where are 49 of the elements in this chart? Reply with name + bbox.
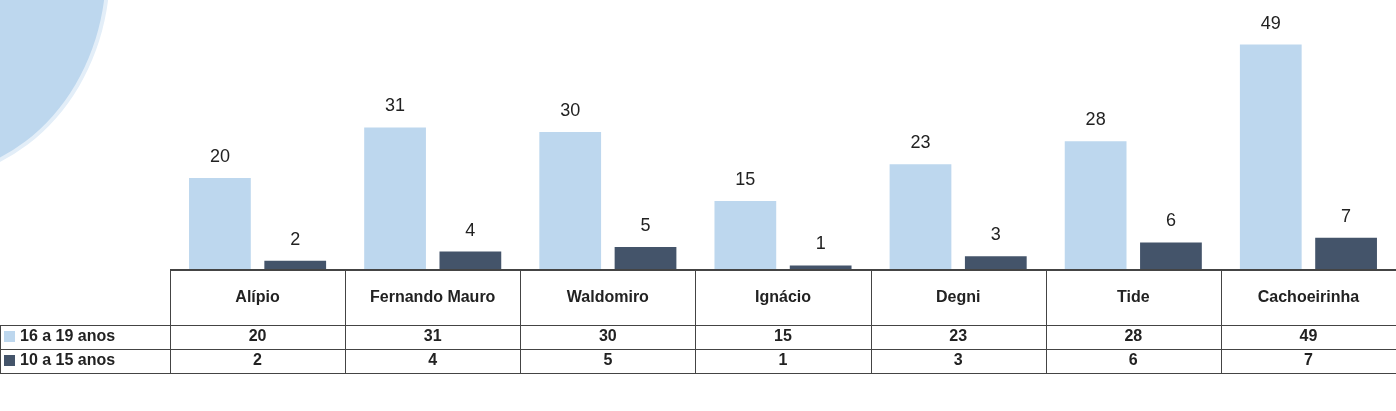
x-tick-label: Waldomiro [566,287,650,305]
text: 2 [253,351,263,369]
bar [964,256,1027,270]
x-tick-label: Tide [1116,287,1150,305]
bar [1239,44,1302,270]
text: 7 [1303,351,1313,369]
data-label: 1 [815,233,826,254]
data-label: 20 [209,145,230,166]
x-tick-label: Ignácio [754,287,812,305]
text: 6 [1128,351,1138,369]
bar [1064,141,1127,270]
text: 23 [949,327,968,345]
bar [714,201,777,270]
data-label: 15 [735,168,756,189]
text: 15 [774,327,792,345]
data-label: 2 [290,228,301,249]
bar [539,132,602,270]
text: 4 [428,351,438,369]
data-label: 4 [465,219,476,240]
text: 20 [248,327,267,345]
data-label: 5 [640,214,651,235]
text: 49 [1299,327,1318,345]
x-tick-label: Alípio [235,287,281,305]
x-tick-label: Fernando Mauro [370,287,496,305]
data-label: 6 [1165,210,1176,231]
data-label: 23 [910,132,931,153]
x-tick-label: Degni [935,287,981,305]
text: 1 [778,351,788,369]
bar [889,164,952,270]
bar [1140,242,1202,270]
text: 5 [603,351,613,369]
text: 31 [423,327,442,345]
data-label: 7 [1341,205,1352,226]
data-label: 28 [1085,109,1106,130]
bar [189,178,251,270]
x-tick-label: Cachoeirinha [1257,287,1360,305]
data-label: 49 [1260,12,1281,33]
data-label: 31 [385,95,406,116]
legend-label: 10 a 15 anos [20,351,116,369]
bar [1315,237,1377,270]
bar [614,247,677,270]
data-label: 30 [560,99,581,120]
text: 28 [1124,327,1143,345]
text: 30 [598,327,617,345]
data-label: 3 [990,224,1001,245]
bar [364,127,426,270]
legend-label: 16 a 19 anos [20,327,116,345]
text: 3 [953,351,963,369]
bar [439,251,502,270]
